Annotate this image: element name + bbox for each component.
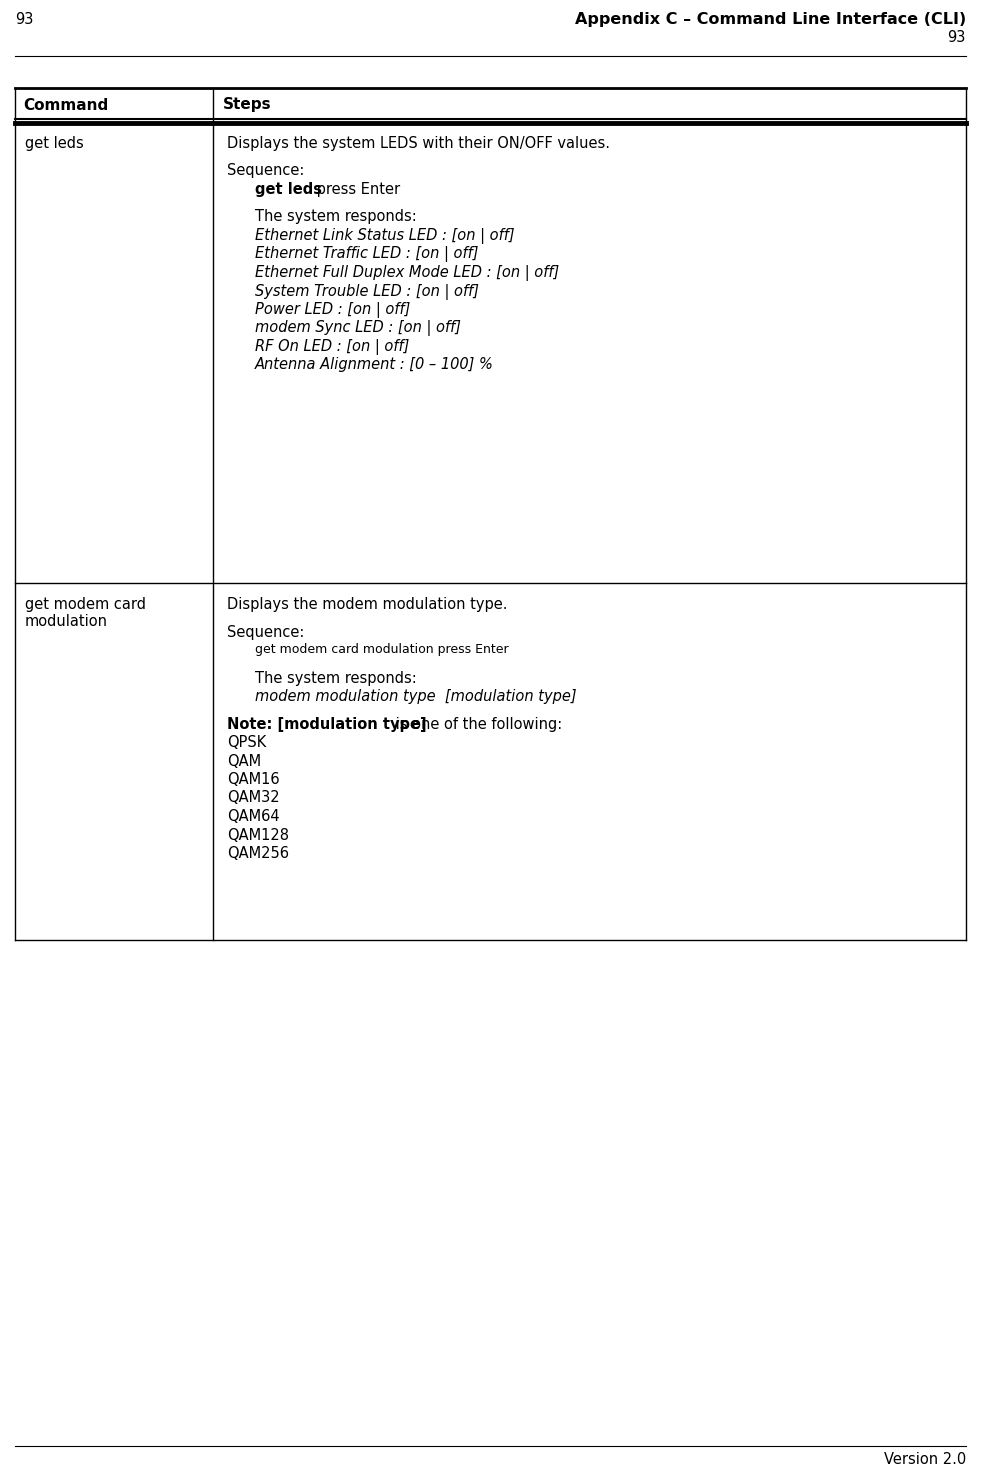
Text: modem Sync LED : [on | off]: modem Sync LED : [on | off]	[255, 321, 461, 337]
Text: QAM32: QAM32	[227, 791, 280, 806]
Text: Ethernet Traffic LED : [on | off]: Ethernet Traffic LED : [on | off]	[255, 246, 479, 263]
Text: 93: 93	[948, 30, 966, 45]
Text: Ethernet Full Duplex Mode LED : [on | off]: Ethernet Full Duplex Mode LED : [on | of…	[255, 266, 559, 280]
Text: Displays the modem modulation type.: Displays the modem modulation type.	[227, 597, 507, 611]
Text: Steps: Steps	[223, 98, 272, 113]
Text: 93: 93	[15, 12, 33, 27]
Text: modem modulation type  [modulation type]: modem modulation type [modulation type]	[255, 689, 577, 703]
Text: QPSK: QPSK	[227, 735, 266, 749]
Text: QAM: QAM	[227, 754, 261, 769]
Text: Power LED : [on | off]: Power LED : [on | off]	[255, 303, 410, 318]
Text: Sequence:: Sequence:	[227, 163, 304, 178]
Text: is one of the following:: is one of the following:	[391, 717, 562, 732]
Text: Command: Command	[23, 98, 108, 113]
Text: get leds: get leds	[25, 137, 83, 151]
Text: QAM64: QAM64	[227, 809, 280, 824]
Text: Note: [modulation type]: Note: [modulation type]	[227, 717, 427, 732]
Text: QAM16: QAM16	[227, 772, 280, 787]
Text: press Enter: press Enter	[312, 183, 400, 197]
Text: Ethernet Link Status LED : [on | off]: Ethernet Link Status LED : [on | off]	[255, 229, 515, 243]
Text: The system responds:: The system responds:	[255, 671, 417, 686]
Text: Appendix C – Command Line Interface (CLI): Appendix C – Command Line Interface (CLI…	[575, 12, 966, 27]
Text: QAM256: QAM256	[227, 846, 289, 861]
Text: Sequence:: Sequence:	[227, 625, 304, 640]
Text: Displays the system LEDS with their ON/OFF values.: Displays the system LEDS with their ON/O…	[227, 137, 610, 151]
Text: RF On LED : [on | off]: RF On LED : [on | off]	[255, 338, 409, 355]
Text: get leds: get leds	[255, 183, 322, 197]
Text: get modem card modulation press Enter: get modem card modulation press Enter	[255, 643, 508, 656]
Text: Version 2.0: Version 2.0	[884, 1451, 966, 1468]
Text: The system responds:: The system responds:	[255, 209, 417, 224]
Text: Antenna Alignment : [0 – 100] %: Antenna Alignment : [0 – 100] %	[255, 358, 493, 372]
Text: get modem card
modulation: get modem card modulation	[25, 597, 146, 629]
Text: QAM128: QAM128	[227, 828, 289, 843]
Text: System Trouble LED : [on | off]: System Trouble LED : [on | off]	[255, 283, 479, 300]
